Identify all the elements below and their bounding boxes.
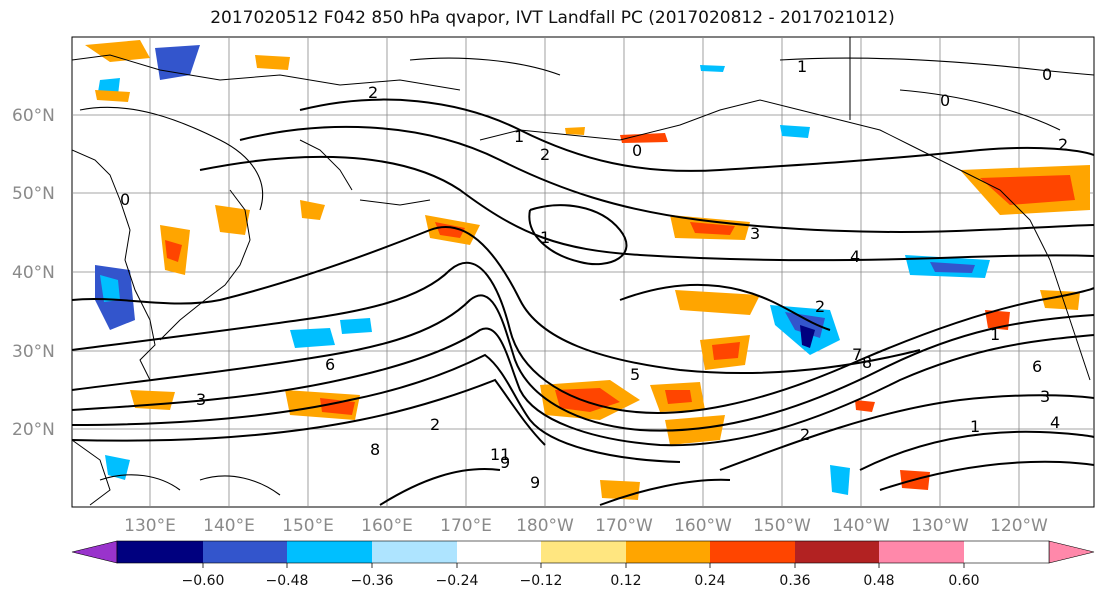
colorbar-swatch — [117, 541, 203, 563]
colorbar-ticks — [202, 563, 965, 568]
colorbar-swatch — [287, 541, 372, 563]
latitude-labels: 60°N 50°N 40°N 30°N 20°N — [12, 106, 55, 440]
colorbar-tick-label: −0.60 — [182, 573, 225, 589]
colorbar-swatch — [541, 541, 626, 563]
contour-label: 1 — [540, 228, 550, 247]
contour-label: 2 — [815, 297, 825, 316]
contour-label: 2 — [800, 425, 810, 444]
lon-label: 130°W — [911, 516, 969, 536]
lat-label: 60°N — [12, 106, 55, 126]
colorbar-tick-label: 0.12 — [610, 573, 641, 589]
contour-label: 9 — [530, 473, 540, 492]
contour-label: 2 — [430, 415, 440, 434]
map-title: 2017020512 F042 850 hPa qvapor, IVT Land… — [210, 8, 895, 28]
colorbar-swatch — [626, 541, 710, 563]
lon-label: 140°W — [832, 516, 890, 536]
lon-label: 170°W — [595, 516, 653, 536]
lat-label: 20°N — [12, 420, 55, 440]
colorbar-tick-label: −0.24 — [436, 573, 479, 589]
contour-label: 3 — [750, 224, 760, 243]
colorbar: −0.60 −0.48 −0.36 −0.24 −0.12 0.12 0.24 … — [71, 540, 1095, 589]
contour-label: 8 — [370, 440, 380, 459]
contour-label: 8 — [862, 353, 872, 372]
colorbar-swatch — [203, 541, 287, 563]
contour-label: 3 — [196, 390, 206, 409]
contour-label: 11 — [490, 445, 510, 464]
lon-label: 160°E — [361, 516, 413, 536]
coastlines — [72, 37, 1091, 506]
contour-label: 2 — [368, 83, 378, 102]
colorbar-tick-label: −0.48 — [266, 573, 309, 589]
contour-label: 4 — [1050, 413, 1060, 432]
lon-label: 120°W — [990, 516, 1048, 536]
lon-label: 160°W — [674, 516, 732, 536]
contour-label: 0 — [1042, 65, 1052, 84]
colorbar-tick-label: −0.36 — [351, 573, 394, 589]
lat-label: 50°N — [12, 184, 55, 204]
ivt-contours — [72, 98, 1094, 506]
contour-label: 2 — [1058, 135, 1068, 154]
contour-label: 0 — [120, 190, 130, 209]
colorbar-swatch — [710, 541, 795, 563]
lon-label: 170°E — [440, 516, 492, 536]
colorbar-swatch — [795, 541, 879, 563]
contour-label: 6 — [325, 355, 335, 374]
contour-labels: 1 2 1 2 0 0 0 2 3 4 1 2 3 5 6 7 8 9 11 2… — [120, 57, 1068, 492]
colorbar-extend-low — [71, 540, 118, 564]
colorbar-swatch — [964, 541, 1049, 563]
colorbar-tick-label: 0.24 — [694, 573, 725, 589]
contour-label: 1 — [970, 417, 980, 436]
lon-label: 150°W — [753, 516, 811, 536]
lon-label: 140°E — [203, 516, 255, 536]
contour-label: 1 — [797, 57, 807, 76]
contour-label: 1 — [514, 127, 524, 146]
contour-label: 9 — [500, 453, 510, 472]
colorbar-swatch — [372, 541, 457, 563]
ivt-contours-thin — [79, 57, 1094, 496]
contour-label: 0 — [940, 91, 950, 110]
lon-label: 180°W — [516, 516, 574, 536]
contour-label: 2 — [540, 145, 550, 164]
colorbar-outline — [116, 540, 1050, 564]
longitude-labels: 130°E 140°E 150°E 160°E 170°E 180°W 170°… — [124, 516, 1048, 536]
contour-label: 3 — [1040, 387, 1050, 406]
contour-label: 1 — [990, 325, 1000, 344]
qvapor-shading — [85, 40, 1090, 500]
lon-label: 130°E — [124, 516, 176, 536]
colorbar-tick-label: −0.12 — [520, 573, 563, 589]
colorbar-tick-label: 0.60 — [948, 573, 979, 589]
contour-label: 4 — [850, 247, 860, 266]
contour-label: 6 — [1032, 357, 1042, 376]
colorbar-swatch — [879, 541, 964, 563]
contour-label: 0 — [632, 141, 642, 160]
colorbar-swatch — [457, 541, 541, 563]
contour-label: 5 — [630, 365, 640, 384]
colorbar-extend-high — [1048, 540, 1095, 564]
contour-label: 7 — [852, 345, 862, 364]
lat-label: 30°N — [12, 342, 55, 362]
lat-label: 40°N — [12, 263, 55, 283]
colorbar-tick-label: 0.36 — [779, 573, 810, 589]
colorbar-tick-label: 0.48 — [863, 573, 894, 589]
lon-label: 150°E — [282, 516, 334, 536]
